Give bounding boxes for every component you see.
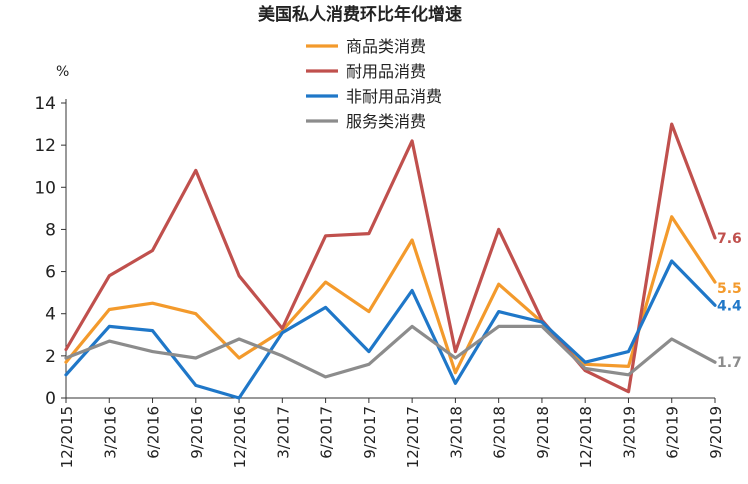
y-tick-label: 14	[34, 94, 56, 114]
y-tick-label: 0	[45, 389, 56, 409]
x-tick-label: 12/2016	[231, 406, 249, 468]
axes: 0 2 4 6 8 10 12 14 12/2015 3/2016 6/2016 9/2016 12/2…	[34, 94, 725, 468]
series-line-2	[66, 124, 715, 392]
x-tick-label: 12/2015	[58, 406, 76, 468]
end-value-label: 4.4	[717, 298, 742, 314]
y-tick-label: 6	[45, 263, 56, 283]
series-group	[66, 124, 715, 398]
x-tick-label: 3/2019	[620, 406, 638, 459]
x-tick-label: 9/2019	[707, 406, 725, 459]
x-tick-label: 3/2018	[447, 406, 465, 459]
legend-entry: 商品类消费	[346, 37, 426, 56]
end-value-label: 7.6	[717, 231, 742, 247]
y-tick-label: 8	[45, 220, 56, 240]
end-value-label: 1.7	[717, 355, 742, 371]
y-axis-unit: %	[56, 64, 69, 80]
y-tick-label: 2	[45, 347, 56, 367]
legend-entry: 服务类消费	[346, 112, 426, 131]
legend-entry: 耐用品消费	[346, 62, 426, 81]
end-value-label: 5.5	[717, 281, 742, 297]
x-tick-label: 3/2017	[274, 406, 292, 459]
series-line-1	[66, 217, 715, 373]
x-tick-label: 6/2019	[664, 406, 682, 459]
chart-title: 美国私人消费环比年化增速	[258, 4, 462, 25]
x-tick-label: 9/2017	[361, 406, 379, 459]
x-tick-label: 6/2016	[145, 406, 163, 459]
x-tick-label: 9/2016	[188, 406, 206, 459]
series-line-3	[66, 261, 715, 398]
x-tick-label: 6/2018	[491, 406, 509, 459]
y-tick-label: 12	[34, 136, 56, 156]
x-tick-label: 9/2018	[534, 406, 552, 459]
y-tick-label: 10	[34, 178, 56, 198]
end-labels: 5.5 7.6 4.4 1.7	[717, 231, 742, 371]
x-tick-label: 6/2017	[318, 406, 336, 459]
y-tick-label: 4	[45, 305, 56, 325]
legend-entry: 非耐用品消费	[346, 87, 442, 106]
series-line-4	[66, 326, 715, 377]
x-tick-label: 3/2016	[101, 406, 119, 459]
x-tick-label: 12/2017	[404, 406, 422, 468]
x-tick-label: 12/2018	[577, 406, 595, 468]
